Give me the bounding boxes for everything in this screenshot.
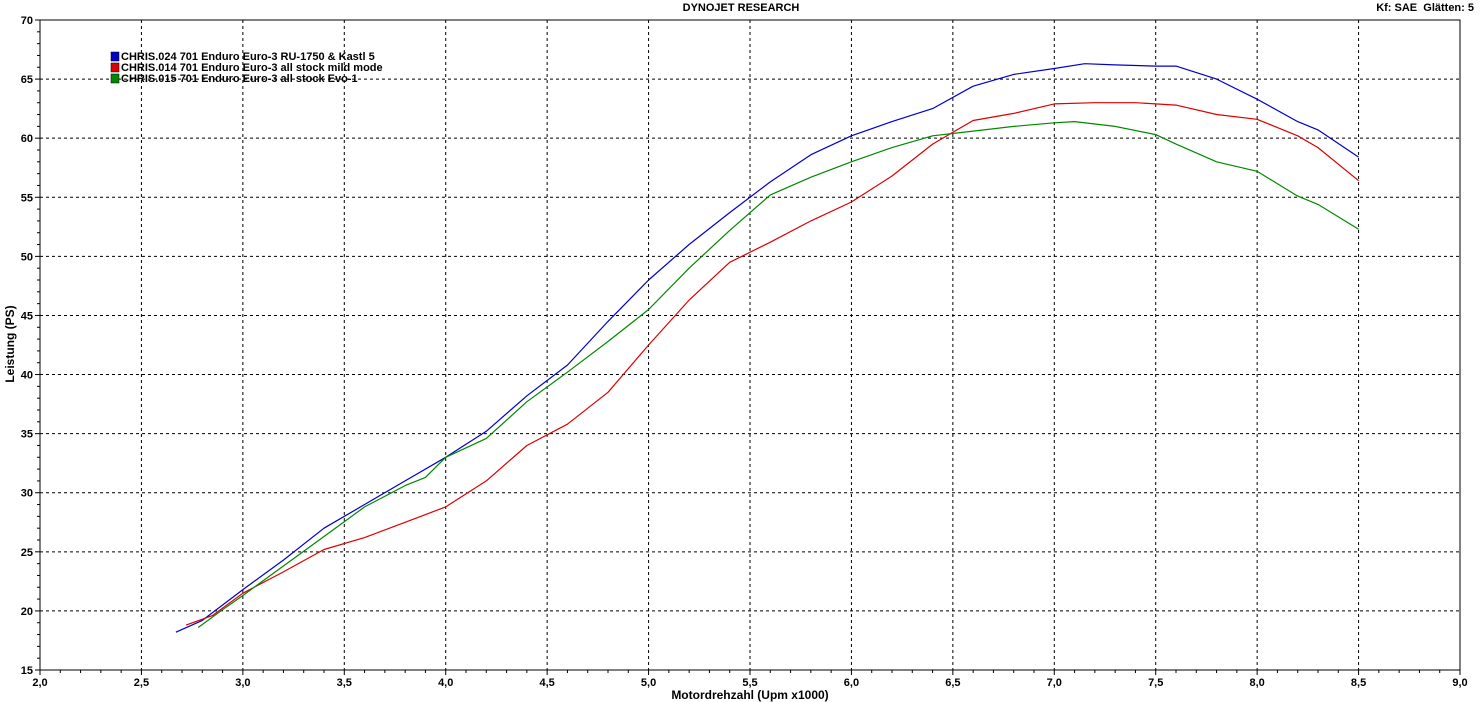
data-lines xyxy=(175,63,1359,633)
series-line-3 xyxy=(197,120,1359,628)
series-line-2 xyxy=(185,102,1359,626)
x-tick-label: 3,5 xyxy=(337,677,352,689)
y-tick-label: 25 xyxy=(21,547,33,559)
grid-lines xyxy=(40,20,1460,670)
legend-label-1: CHRIS.024 701 Enduro Euro-3 RU-1750 & Ka… xyxy=(121,51,375,63)
x-tick-label: 4,0 xyxy=(438,677,453,689)
legend-label-2: CHRIS.014 701 Enduro Euro-3 all stock mi… xyxy=(121,62,383,74)
x-tick-label: 6,5 xyxy=(945,677,960,689)
y-axis-label: Leistung (PS) xyxy=(3,305,17,382)
y-tick-label: 20 xyxy=(21,606,33,618)
x-tick-label: 8,0 xyxy=(1249,677,1264,689)
legend: CHRIS.024 701 Enduro Euro-3 RU-1750 & Ka… xyxy=(110,51,383,85)
x-tick-label: 2,5 xyxy=(134,677,149,689)
x-tick-label: 8,5 xyxy=(1351,677,1366,689)
legend-label-3: CHRIS.015 701 Enduro Euro-3 all stock Ev… xyxy=(121,73,358,85)
x-tick-label: 9,0 xyxy=(1452,677,1467,689)
y-tick-label: 70 xyxy=(21,15,33,27)
y-tick-label: 60 xyxy=(21,133,33,145)
y-tick-label: 40 xyxy=(21,370,33,382)
legend-swatch-2 xyxy=(110,62,120,73)
x-tick-label: 3,0 xyxy=(235,677,250,689)
axes: 2,0 2,5 3,0 3,5 4,0 4,5 5,0 5,5 6,0 6,5 7,0 7,5 8,0 8… xyxy=(21,15,1468,689)
x-tick-label: 7,0 xyxy=(1047,677,1062,689)
x-axis-label: Motordrehzahl (Upm x1000) xyxy=(671,688,828,702)
y-tick-label: 15 xyxy=(21,665,33,677)
y-tick-label: 35 xyxy=(21,429,33,441)
x-tick-label: 6,0 xyxy=(844,677,859,689)
x-tick-label: 5,5 xyxy=(742,677,757,689)
y-tick-label: 55 xyxy=(21,192,33,204)
legend-swatch-3 xyxy=(110,73,120,84)
x-tick-label: 7,5 xyxy=(1148,677,1163,689)
legend-swatch-1 xyxy=(110,51,120,62)
settings-readout: Kf: SAE Glätten: 5 xyxy=(1376,2,1474,14)
x-tick-label: 2,0 xyxy=(32,677,47,689)
y-tick-label: 30 xyxy=(21,488,33,500)
x-tick-label: 4,5 xyxy=(539,677,554,689)
chart-title: DYNOJET RESEARCH xyxy=(682,2,800,14)
plot-frame xyxy=(39,19,1461,671)
y-tick-label: 50 xyxy=(21,251,33,263)
y-tick-label: 45 xyxy=(21,310,33,322)
series-line-1 xyxy=(175,63,1359,633)
x-tick-label: 5,0 xyxy=(641,677,656,689)
y-tick-label: 65 xyxy=(21,74,33,86)
